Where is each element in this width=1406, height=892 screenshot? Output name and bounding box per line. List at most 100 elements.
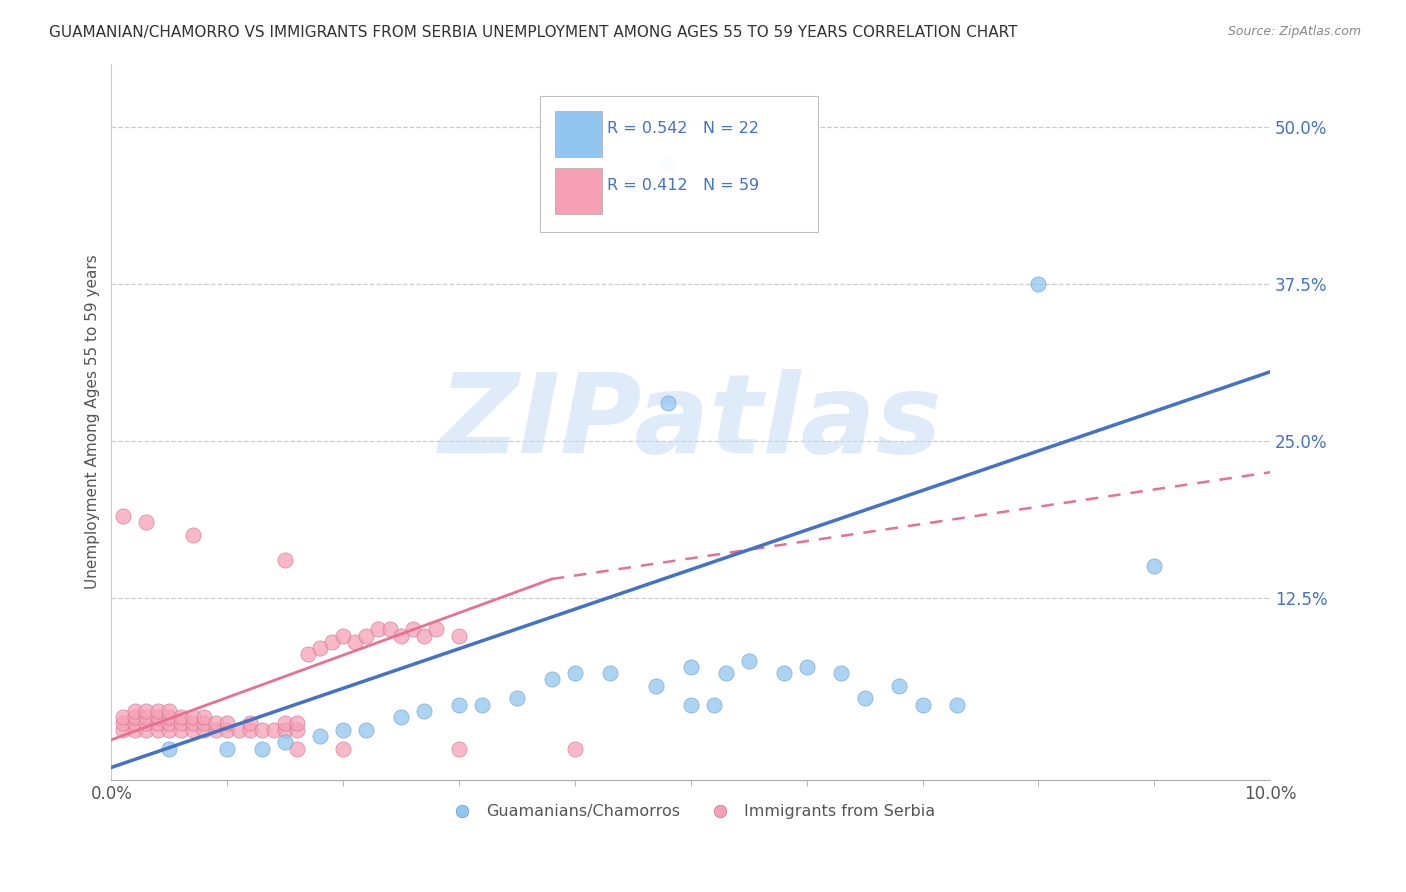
Point (204, 723, 226, 737)
Point (250, 741, 273, 756)
Point (332, 723, 354, 737)
Point (402, 622, 425, 636)
FancyBboxPatch shape (540, 96, 818, 232)
Point (356, 628, 378, 642)
Point (124, 716, 146, 731)
Point (714, 666, 737, 681)
Point (135, 723, 157, 737)
Point (378, 622, 401, 636)
Point (170, 723, 193, 737)
Point (274, 723, 297, 737)
Point (239, 723, 262, 737)
Point (564, 741, 586, 756)
Point (135, 710, 157, 724)
Point (135, 516, 157, 530)
Point (181, 528, 204, 542)
Point (449, 741, 471, 756)
Point (911, 698, 934, 712)
Point (564, 666, 586, 681)
Point (679, 698, 702, 712)
Point (796, 660, 818, 674)
Point (309, 729, 332, 743)
Point (1028, 277, 1050, 291)
Point (657, 157, 679, 171)
Point (285, 716, 308, 731)
Point (703, 698, 725, 712)
Point (645, 679, 668, 693)
Point (170, 716, 193, 731)
Point (157, 704, 180, 718)
Point (853, 691, 876, 706)
Legend: Guamanians/Chamorros, Immigrants from Serbia: Guamanians/Chamorros, Immigrants from Se… (440, 797, 942, 826)
Point (135, 704, 157, 718)
Point (181, 723, 204, 737)
Point (738, 654, 761, 668)
Point (146, 704, 169, 718)
Text: GUAMANIAN/CHAMORRO VS IMMIGRANTS FROM SERBIA UNEMPLOYMENT AMONG AGES 55 TO 59 YE: GUAMANIAN/CHAMORRO VS IMMIGRANTS FROM SE… (49, 25, 1018, 40)
FancyBboxPatch shape (555, 111, 602, 157)
Point (471, 698, 494, 712)
Point (506, 691, 529, 706)
Point (193, 723, 215, 737)
Point (263, 723, 285, 737)
Point (146, 710, 169, 724)
Point (250, 723, 273, 737)
Point (274, 735, 297, 749)
Point (540, 673, 562, 687)
Point (217, 723, 239, 737)
Point (285, 741, 308, 756)
Point (321, 635, 343, 649)
Point (217, 716, 239, 731)
Point (124, 704, 146, 718)
Point (449, 628, 471, 642)
Point (124, 723, 146, 737)
Point (356, 723, 378, 737)
Point (1143, 559, 1166, 574)
Point (146, 716, 169, 731)
Point (389, 710, 412, 724)
Point (889, 679, 911, 693)
Point (343, 635, 366, 649)
Point (111, 723, 134, 737)
Point (193, 710, 215, 724)
Point (157, 723, 180, 737)
Point (285, 723, 308, 737)
Point (679, 660, 702, 674)
Point (217, 741, 239, 756)
Point (297, 648, 319, 662)
Point (389, 628, 412, 642)
Point (413, 704, 436, 718)
Point (170, 710, 193, 724)
Point (599, 666, 621, 681)
Point (193, 716, 215, 731)
Point (157, 741, 180, 756)
Point (228, 723, 250, 737)
Point (425, 622, 447, 636)
Point (111, 509, 134, 524)
Point (239, 716, 262, 731)
Point (124, 710, 146, 724)
Point (111, 716, 134, 731)
Point (111, 710, 134, 724)
Point (157, 710, 180, 724)
Text: R = 0.542   N = 22: R = 0.542 N = 22 (607, 121, 759, 136)
FancyBboxPatch shape (555, 168, 602, 214)
Point (146, 723, 169, 737)
Point (830, 666, 852, 681)
Point (181, 716, 204, 731)
Point (946, 698, 969, 712)
Point (157, 716, 180, 731)
Point (367, 622, 389, 636)
Point (309, 641, 332, 656)
Text: R = 0.412   N = 59: R = 0.412 N = 59 (607, 178, 759, 194)
Point (332, 741, 354, 756)
Point (413, 628, 436, 642)
Point (657, 396, 679, 410)
Point (332, 628, 354, 642)
Point (181, 710, 204, 724)
Point (135, 716, 157, 731)
Y-axis label: Unemployment Among Ages 55 to 59 years: Unemployment Among Ages 55 to 59 years (86, 254, 100, 590)
Point (772, 666, 794, 681)
Point (449, 698, 471, 712)
Text: Source: ZipAtlas.com: Source: ZipAtlas.com (1227, 25, 1361, 38)
